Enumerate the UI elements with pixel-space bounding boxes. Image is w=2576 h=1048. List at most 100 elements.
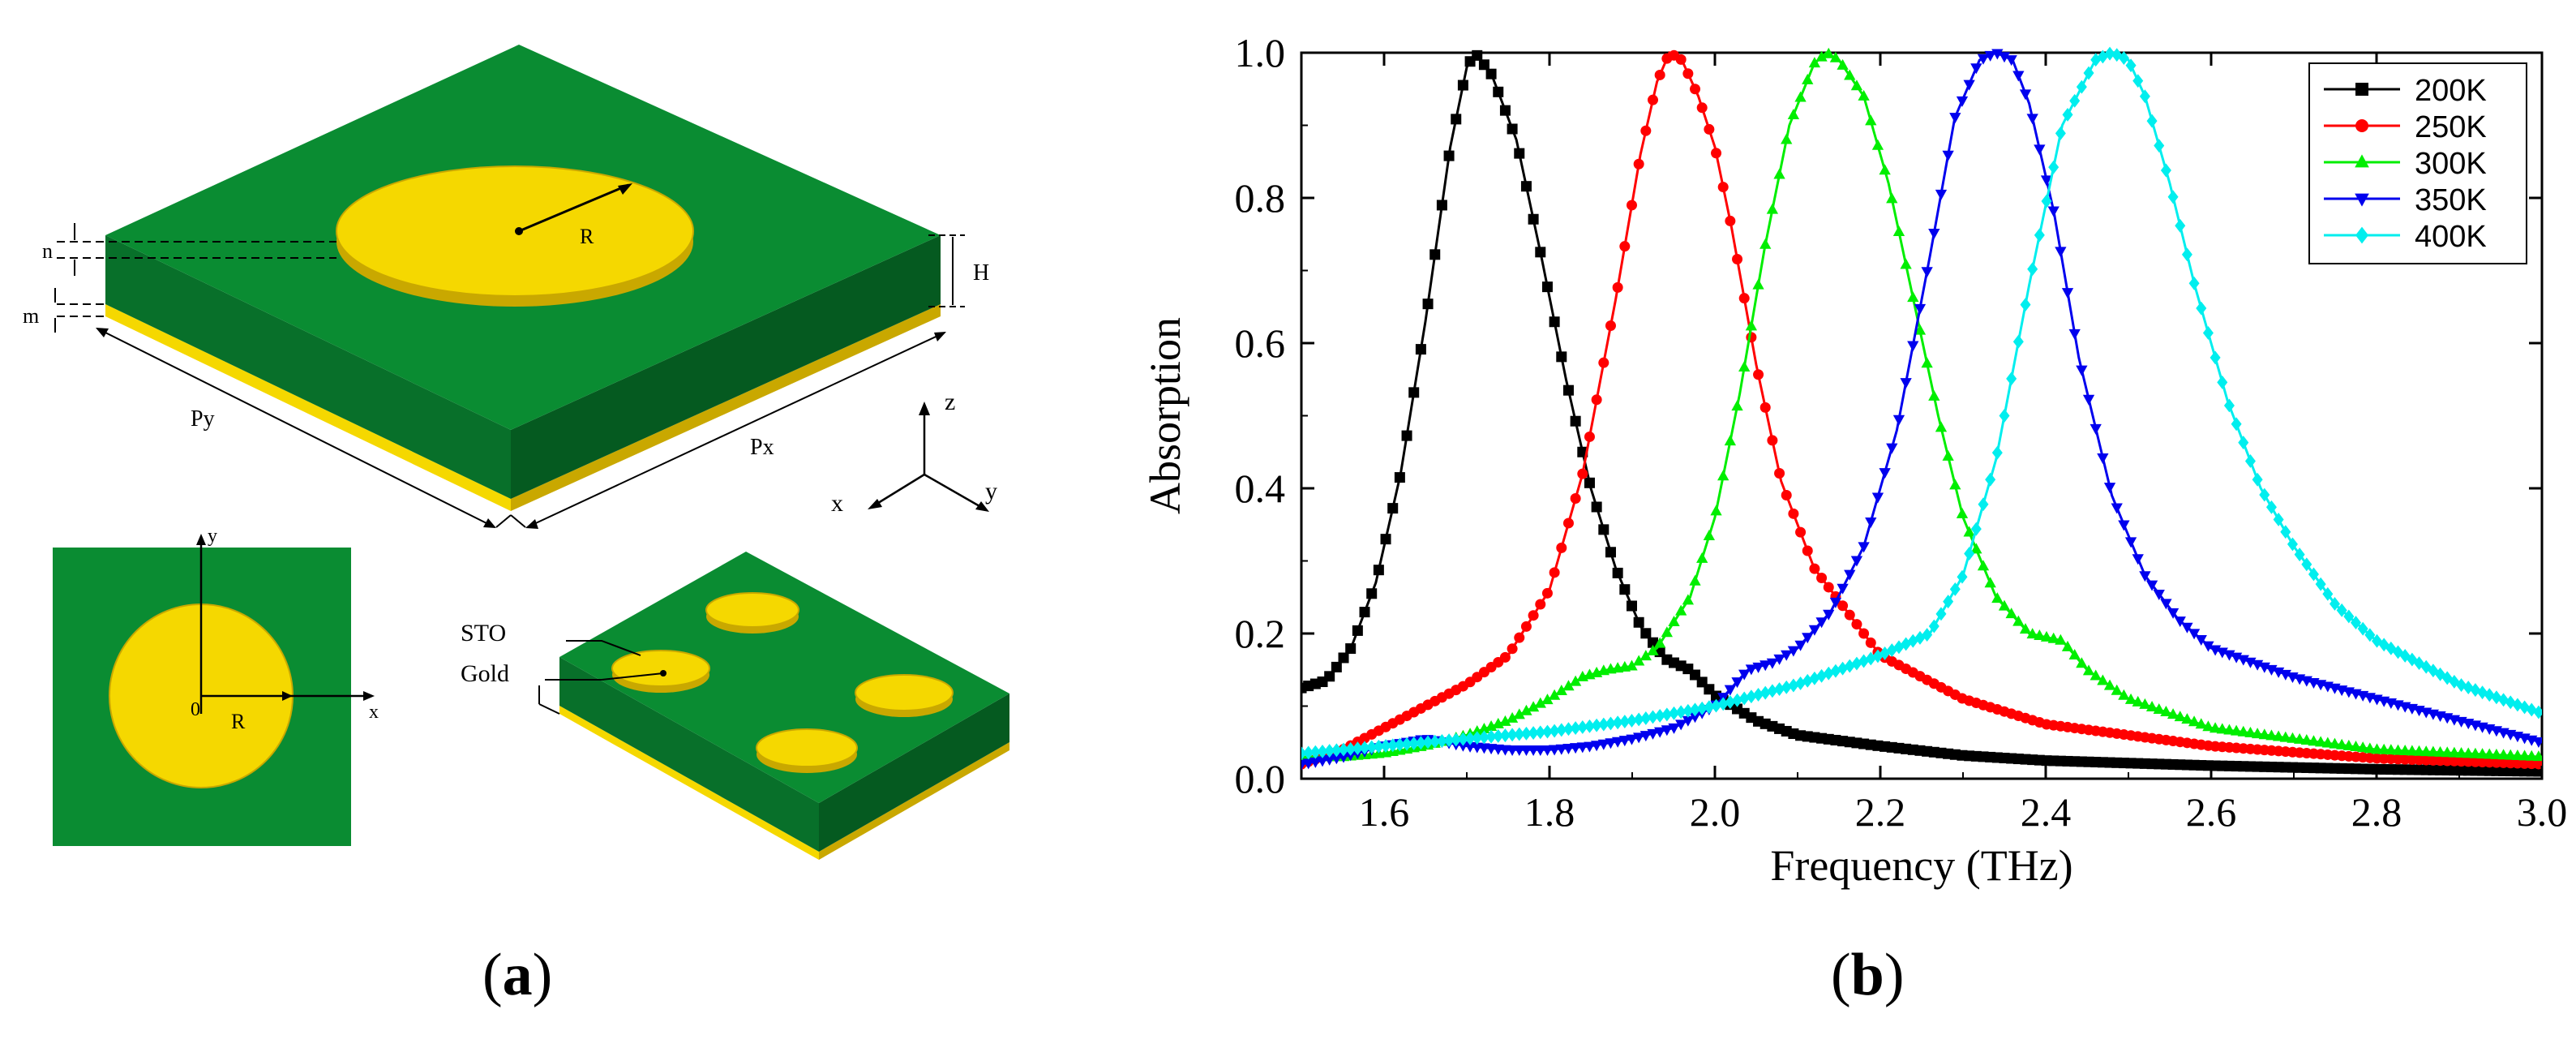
data-point bbox=[1759, 238, 1772, 249]
axis-z-arrow bbox=[919, 402, 930, 415]
gold-ground-right-face bbox=[511, 304, 941, 511]
data-point bbox=[2484, 688, 2495, 702]
data-point bbox=[1991, 592, 2004, 603]
data-point bbox=[1815, 50, 1828, 62]
data-point bbox=[2357, 621, 2368, 636]
data-point bbox=[1507, 123, 1518, 135]
data-point bbox=[1865, 114, 1877, 126]
data-point bbox=[1598, 717, 1609, 732]
data-point bbox=[1682, 68, 1694, 79]
data-point bbox=[2174, 711, 2186, 722]
data-point bbox=[1499, 728, 1511, 743]
axis-x-line bbox=[871, 473, 925, 509]
data-point bbox=[1858, 654, 1870, 668]
data-point bbox=[2329, 737, 2341, 749]
data-point bbox=[1682, 594, 1694, 605]
data-point bbox=[1773, 168, 1785, 179]
data-point bbox=[1612, 567, 1623, 578]
data-point bbox=[2336, 738, 2348, 749]
data-point bbox=[2103, 679, 2116, 690]
data-point bbox=[2259, 487, 2270, 502]
data-point bbox=[1942, 150, 1954, 161]
data-point bbox=[1717, 182, 1729, 193]
data-point bbox=[1507, 643, 1518, 655]
legend-label-400K: 400K bbox=[2415, 220, 2487, 254]
data-point bbox=[2069, 93, 2081, 108]
y-axis-label: Absorption bbox=[1141, 317, 1189, 514]
label-axis-x: x bbox=[831, 490, 843, 517]
data-point bbox=[1963, 526, 1975, 537]
data-point bbox=[1711, 698, 1722, 713]
data-point bbox=[1520, 726, 1532, 741]
data-point bbox=[1696, 552, 1708, 563]
data-point bbox=[2456, 678, 2467, 692]
coordinate-axes: z x y bbox=[831, 389, 997, 517]
data-point bbox=[1970, 63, 1982, 75]
data-point bbox=[1648, 710, 1658, 724]
data-point bbox=[1472, 49, 1483, 61]
data-point bbox=[1964, 547, 1975, 561]
data-point bbox=[2076, 365, 2088, 376]
data-point bbox=[1331, 754, 1343, 765]
data-point bbox=[1998, 52, 2011, 63]
label-top-x: x bbox=[369, 702, 379, 723]
data-point bbox=[1738, 361, 1751, 372]
data-point bbox=[1591, 394, 1602, 406]
data-point bbox=[1535, 725, 1546, 740]
caption-a: (a) bbox=[482, 942, 553, 1008]
data-point bbox=[2090, 423, 2102, 435]
axis-y-arrow bbox=[975, 501, 989, 512]
data-point bbox=[1661, 707, 1673, 722]
data-point bbox=[1618, 736, 1631, 747]
data-point bbox=[1408, 737, 1420, 750]
radius-arrowhead bbox=[618, 183, 632, 195]
data-point bbox=[1366, 740, 1378, 754]
data-point bbox=[1570, 721, 1581, 736]
gold-leader-dot bbox=[660, 670, 667, 676]
data-point bbox=[1648, 637, 1658, 648]
caption-b: (b) bbox=[1831, 942, 1905, 1008]
data-point bbox=[2047, 206, 2060, 217]
data-point bbox=[1901, 637, 1912, 651]
unit-cell-schematic: R n m H Py bbox=[23, 45, 1009, 860]
data-point bbox=[2145, 700, 2158, 711]
data-point bbox=[1724, 685, 1737, 696]
label-R-top: R bbox=[580, 225, 594, 248]
data-point bbox=[1597, 739, 1609, 750]
data-point bbox=[1865, 637, 1876, 648]
data-point bbox=[2350, 741, 2362, 752]
data-point bbox=[1472, 731, 1483, 745]
data-point bbox=[1654, 708, 1665, 723]
label-sto: STO bbox=[461, 620, 506, 646]
data-point bbox=[1520, 704, 1532, 715]
data-point bbox=[1668, 615, 1680, 626]
y-tick-label: 0.8 bbox=[1235, 175, 1286, 221]
data-point bbox=[2470, 683, 2481, 698]
data-point bbox=[1612, 715, 1623, 730]
absorption-chart: 1.6 1.8 2.0 2.2 2.4 2.6 2.8 3.0 0.0 0.2 0.4 0.6 0.8 1… bbox=[1141, 30, 2567, 890]
data-point bbox=[1977, 54, 1990, 65]
data-point bbox=[1555, 685, 1567, 696]
data-point bbox=[2167, 190, 2179, 204]
data-point bbox=[2083, 66, 2094, 80]
Px-arrow-end bbox=[934, 332, 946, 341]
label-Px: Px bbox=[750, 435, 774, 460]
data-point bbox=[1612, 737, 1624, 748]
data-point bbox=[2265, 729, 2278, 741]
disk-center-dot bbox=[515, 227, 523, 235]
data-point bbox=[1562, 384, 1574, 396]
data-point bbox=[1626, 714, 1637, 728]
data-point bbox=[2040, 175, 2053, 187]
data-point bbox=[1584, 719, 1595, 733]
panel-a-schematic: R n m H Py bbox=[0, 0, 1135, 1048]
data-point bbox=[2125, 58, 2137, 73]
array-disk-2 bbox=[611, 650, 710, 687]
data-point bbox=[2154, 139, 2165, 153]
data-point bbox=[1781, 490, 1792, 501]
data-point bbox=[2420, 659, 2432, 674]
data-point bbox=[1507, 728, 1518, 742]
y-tick-label: 0.2 bbox=[1235, 611, 1286, 656]
data-point bbox=[1569, 743, 1582, 754]
data-point bbox=[1935, 607, 1947, 621]
data-point bbox=[1506, 711, 1519, 723]
